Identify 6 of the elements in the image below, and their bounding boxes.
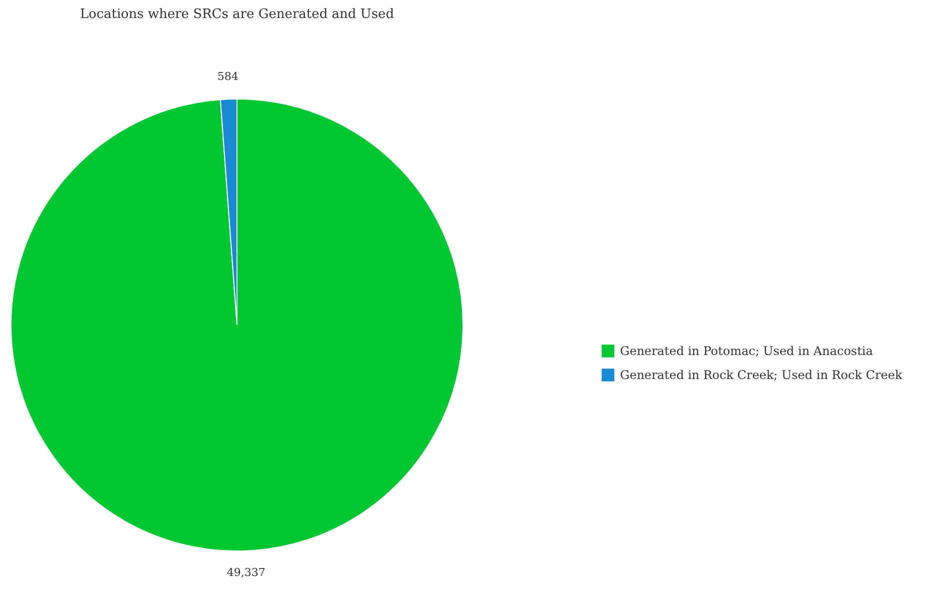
data-label: 49,337	[226, 566, 266, 579]
chart-title: Locations where SRCs are Generated and Used	[80, 7, 394, 22]
legend-label: Generated in Potomac; Used in Anacostia	[620, 344, 873, 358]
pie-slice	[10, 98, 464, 552]
data-label: 584	[217, 70, 238, 84]
legend-label: Generated in Rock Creek; Used in Rock Creek	[620, 368, 903, 382]
